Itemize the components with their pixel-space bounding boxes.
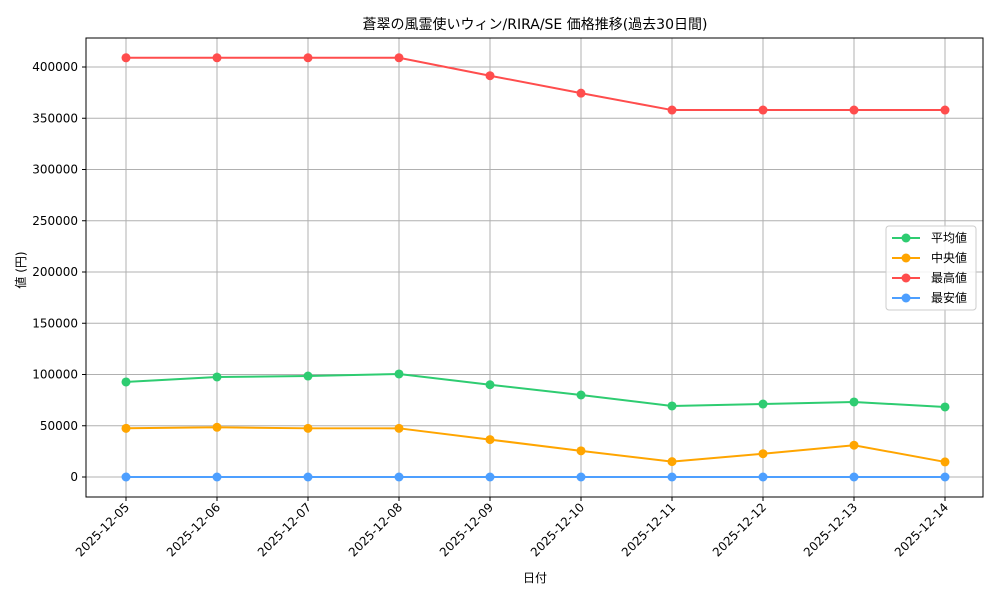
data-point: [667, 457, 677, 467]
y-tick-label: 250000: [32, 214, 78, 228]
data-point: [758, 449, 768, 459]
y-axis-label: 値 (円): [13, 251, 28, 288]
y-tick-label: 150000: [32, 316, 78, 330]
data-point: [667, 472, 677, 482]
data-point: [212, 53, 222, 63]
data-point: [758, 105, 768, 115]
y-tick-label: 300000: [32, 163, 78, 177]
data-point: [121, 472, 131, 482]
data-point: [940, 402, 950, 412]
data-point: [394, 369, 404, 379]
series-lines: [121, 53, 950, 482]
data-point: [394, 423, 404, 433]
y-tick-label: 100000: [32, 368, 78, 382]
data-point: [576, 446, 586, 456]
data-point: [940, 457, 950, 467]
y-tick-label: 350000: [32, 111, 78, 125]
series-line: [125, 426, 946, 463]
legend-label: 最安値: [931, 290, 967, 305]
legend-marker: [901, 233, 911, 243]
x-tick-label: 2025-12-11: [619, 500, 678, 559]
y-axis-ticks: 0 50000 100000 150000 200000 250000 300000 3500…: [32, 60, 86, 484]
data-point: [667, 105, 677, 115]
grid-lines: [86, 38, 983, 497]
data-point: [212, 372, 222, 382]
data-point: [303, 472, 313, 482]
legend-marker: [901, 273, 911, 283]
x-axis-ticks: 2025-12-05 2025-12-06 2025-12-07 2025-12-08…: [73, 497, 951, 559]
data-point: [303, 423, 313, 433]
x-tick-label: 2025-12-05: [73, 500, 132, 559]
data-point: [849, 105, 859, 115]
data-point: [849, 472, 859, 482]
x-tick-label: 2025-12-10: [528, 500, 587, 559]
data-point: [849, 440, 859, 450]
data-point: [394, 472, 404, 482]
y-tick-label: 50000: [40, 419, 78, 433]
data-point: [576, 472, 586, 482]
data-point: [212, 422, 222, 432]
data-point: [212, 472, 222, 482]
data-point: [940, 105, 950, 115]
legend-label: 平均値: [931, 230, 967, 245]
data-point: [121, 423, 131, 433]
x-tick-label: 2025-12-08: [346, 500, 405, 559]
y-tick-label: 400000: [32, 60, 78, 74]
legend-label: 中央値: [931, 250, 967, 265]
data-point: [758, 399, 768, 409]
legend-marker: [901, 253, 911, 263]
data-point: [849, 397, 859, 407]
data-point: [576, 390, 586, 400]
data-point: [485, 71, 495, 81]
chart-title: 蒼翠の風霊使いウィン/RIRA/SE 価格推移(過去30日間): [363, 16, 708, 33]
x-axis-label: 日付: [523, 571, 547, 585]
data-point: [303, 371, 313, 381]
series-line: [126, 56, 945, 112]
legend-box: [885, 225, 977, 311]
data-point: [576, 88, 586, 98]
y-tick-label: 0: [70, 470, 78, 484]
data-point: [485, 380, 495, 390]
plot-area-frame: [85, 37, 984, 498]
data-point: [121, 53, 131, 63]
x-tick-label: 2025-12-06: [164, 500, 223, 559]
data-point: [758, 472, 768, 482]
x-tick-label: 2025-12-14: [892, 500, 951, 559]
x-tick-label: 2025-12-09: [437, 500, 496, 559]
data-point: [303, 53, 313, 63]
x-tick-label: 2025-12-13: [801, 500, 860, 559]
x-tick-label: 2025-12-12: [710, 500, 769, 559]
data-point: [485, 435, 495, 445]
series-line: [125, 372, 946, 408]
data-point: [940, 472, 950, 482]
data-point: [485, 472, 495, 482]
legend-marker: [901, 293, 911, 303]
y-tick-label: 200000: [32, 265, 78, 279]
data-point: [121, 377, 131, 387]
data-point: [667, 401, 677, 411]
legend-label: 最高値: [931, 270, 967, 285]
x-tick-label: 2025-12-07: [255, 500, 314, 559]
data-point: [394, 53, 404, 63]
